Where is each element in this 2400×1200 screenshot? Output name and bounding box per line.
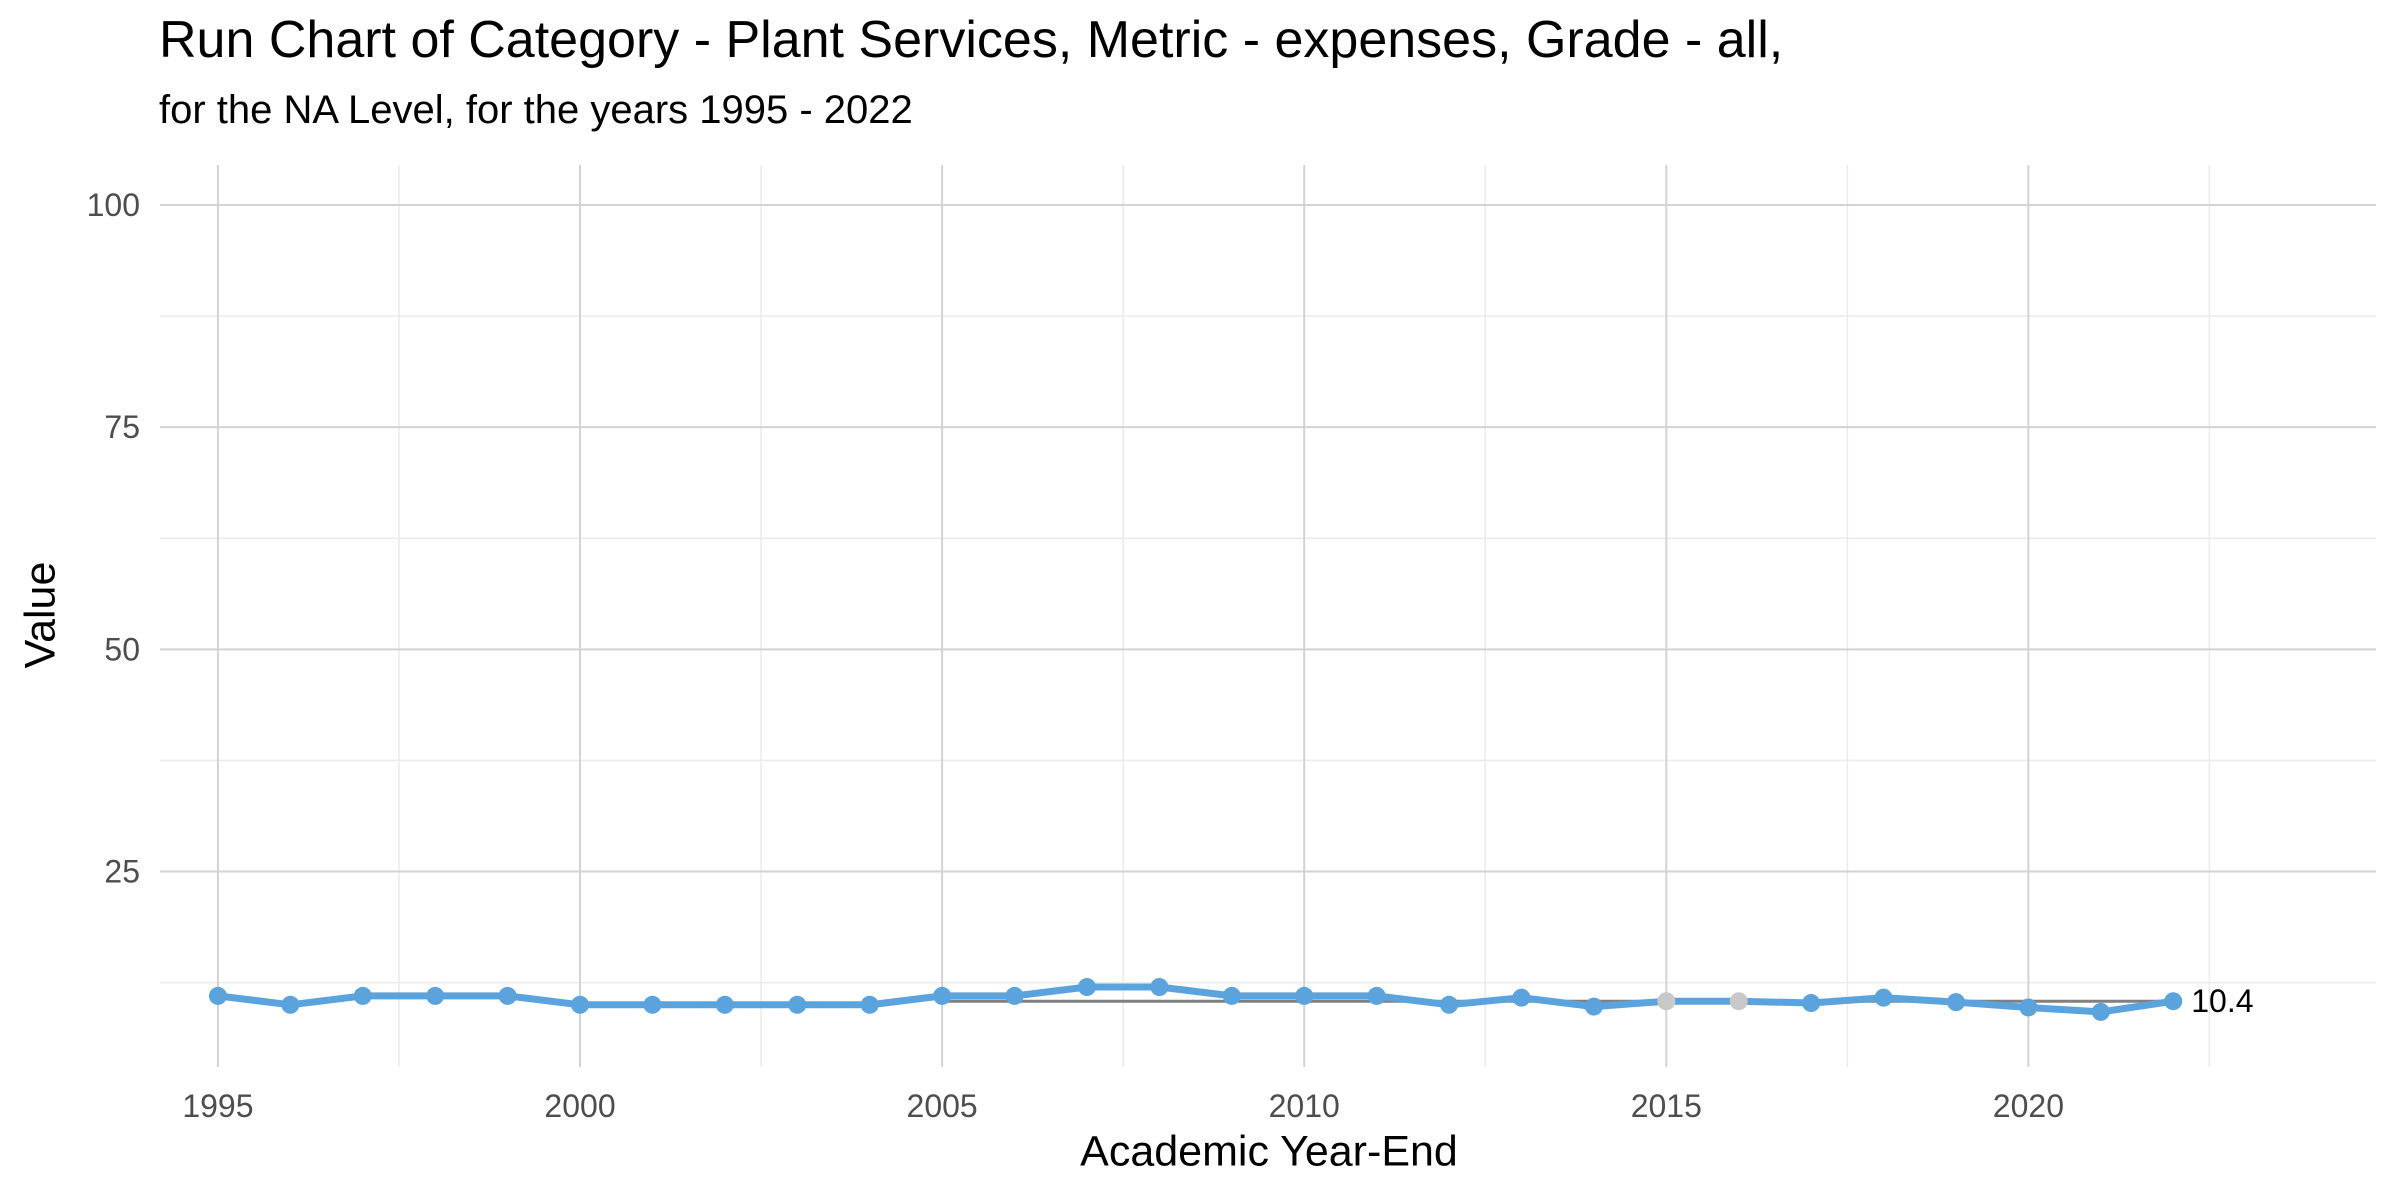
y-tick-label: 100	[87, 187, 140, 223]
x-tick-label: 2000	[544, 1088, 615, 1124]
data-point	[1874, 988, 1893, 1007]
data-point	[1657, 992, 1676, 1011]
chart-subtitle: for the NA Level, for the years 1995 - 2…	[159, 88, 913, 132]
data-point	[2164, 992, 2183, 1011]
data-point	[353, 986, 372, 1005]
data-point	[1150, 978, 1169, 997]
data-point	[643, 995, 662, 1014]
data-point	[788, 995, 807, 1014]
x-tick-label: 2005	[907, 1088, 978, 1124]
data-point	[1367, 986, 1386, 1005]
data-point	[1295, 986, 1314, 1005]
data-point	[1584, 997, 1603, 1016]
data-point	[1802, 994, 1821, 1013]
data-point	[1512, 988, 1531, 1007]
data-point	[426, 986, 445, 1005]
data-point	[1005, 986, 1024, 1005]
x-tick-label: 1995	[182, 1088, 253, 1124]
plot-panel	[160, 165, 2376, 1067]
chart-title: Run Chart of Category - Plant Services, …	[159, 11, 1784, 69]
data-point	[715, 995, 734, 1014]
y-tick-label: 75	[104, 409, 140, 445]
data-point	[498, 986, 517, 1005]
x-tick-label: 2020	[1993, 1088, 2064, 1124]
data-point	[860, 995, 879, 1014]
series-line	[214, 983, 2177, 1016]
data-point	[933, 986, 952, 1005]
data-point	[1440, 995, 1459, 1014]
data-point	[571, 995, 590, 1014]
x-axis-title: Academic Year-End	[1080, 1127, 1458, 1176]
data-point	[208, 986, 227, 1005]
data-point	[1077, 978, 1096, 997]
y-tick-label: 50	[104, 631, 140, 667]
data-point	[2091, 1002, 2110, 1021]
x-tick-label: 2015	[1631, 1088, 1702, 1124]
data-point	[1222, 986, 1241, 1005]
y-tick-label: 25	[104, 853, 140, 889]
data-point	[281, 995, 300, 1014]
data-point	[2019, 998, 2038, 1017]
data-point	[1946, 993, 1965, 1012]
data-point	[1729, 992, 1748, 1011]
x-tick-label: 2010	[1269, 1088, 1340, 1124]
end-value-label: 10.4	[2191, 983, 2253, 1019]
